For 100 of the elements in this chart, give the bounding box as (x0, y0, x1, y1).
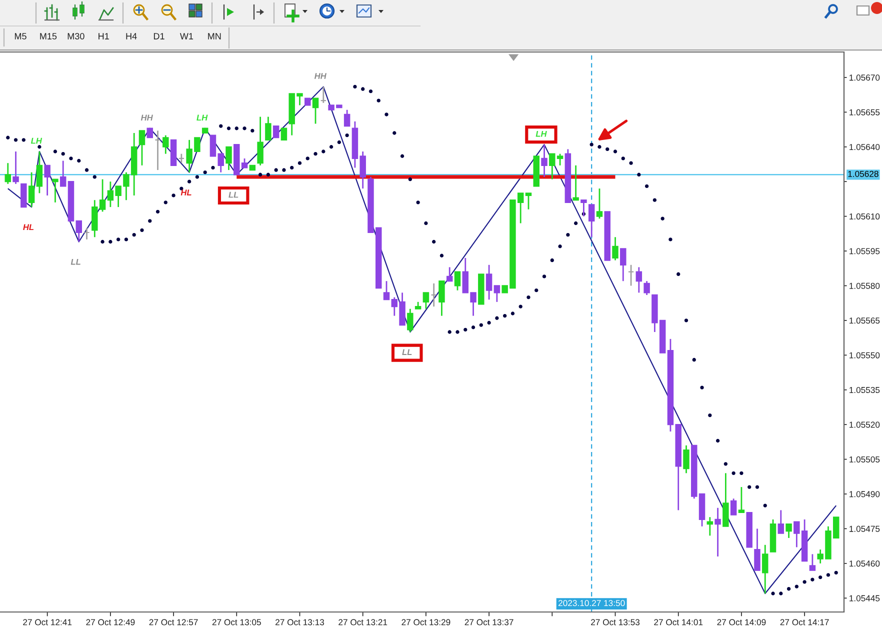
candlestick (620, 248, 626, 282)
y-tick-label: 1.05460 (850, 560, 880, 567)
x-tick-label: 27 Oct 13:29 (402, 619, 450, 626)
text: D1 (154, 33, 164, 40)
y-tick-label: 1.05490 (850, 491, 880, 498)
candlestick (407, 308, 414, 333)
candlestick (154, 130, 161, 171)
candlestick (762, 544, 768, 594)
candlestick (722, 472, 729, 528)
candlestick (20, 183, 27, 208)
candlestick (730, 498, 737, 516)
candlestick (714, 507, 721, 558)
ref-line-label: 1.05628 (848, 170, 878, 177)
ref-line-label: 2023.10.27 13:50 (558, 600, 625, 606)
y-tick-label: 1.05535 (850, 386, 880, 394)
candlestick (628, 264, 634, 286)
annotation: HL (180, 190, 192, 196)
x-tick-label: 27 Oct 14:17 (780, 619, 829, 626)
annotation: HL (23, 224, 34, 230)
x-tick-label: 27 Oct 12:49 (86, 619, 135, 626)
candlestick (28, 172, 35, 208)
candlestick (446, 266, 453, 282)
text: M5 (14, 33, 26, 40)
candlestick (809, 553, 816, 572)
y-tick-label: 1.05595 (850, 248, 880, 254)
candlestick (312, 98, 319, 124)
candlestick (494, 285, 500, 303)
y-tick-label: 1.05565 (850, 318, 880, 324)
y-tick-label: 1.05550 (850, 352, 880, 358)
y-tick-label: 1.05580 (850, 282, 880, 289)
candlestick (226, 146, 232, 171)
annotation: LL (70, 259, 80, 265)
candlestick (588, 204, 595, 238)
text: M15 (40, 33, 57, 40)
x-tick-label: 27 Oct 12:57 (149, 619, 198, 626)
candlestick (36, 150, 43, 194)
candlestick (706, 516, 714, 536)
candlestick (320, 86, 327, 104)
text: M30 (68, 33, 84, 40)
x-tick-label: 27 Oct 13:13 (276, 619, 324, 626)
annotation: HH (314, 73, 327, 79)
annotation: LL (402, 349, 412, 355)
text: MN (208, 33, 221, 40)
candlestick (280, 128, 288, 140)
text: H1 (98, 33, 109, 40)
candlestick (4, 162, 12, 185)
candlestick (636, 266, 642, 294)
candlestick (257, 116, 264, 166)
candlestick (44, 164, 50, 196)
candlestick (162, 134, 169, 155)
candlestick (12, 150, 19, 185)
candlestick (683, 444, 690, 474)
candlestick (52, 178, 58, 204)
text: H4 (126, 33, 137, 40)
x-tick-label: 27 Oct 13:53 (591, 619, 640, 626)
candlestick (525, 192, 532, 210)
y-tick-label: 1.05670 (850, 74, 880, 81)
candlestick (786, 523, 792, 539)
y-tick-label: 1.05505 (850, 456, 880, 462)
candlestick (572, 164, 579, 201)
candlestick (754, 528, 760, 572)
candlestick (265, 116, 272, 141)
candlestick (486, 264, 492, 300)
y-tick-label: 1.05655 (850, 109, 880, 116)
candlestick (541, 144, 548, 178)
annotation: LH (196, 114, 208, 121)
annotation: HH (140, 114, 153, 121)
y-tick-label: 1.05520 (850, 422, 880, 428)
candlestick (344, 109, 350, 127)
candlestick (383, 280, 390, 300)
y-tick-label: 1.05475 (850, 526, 880, 532)
x-tick-label: 27 Oct 14:09 (717, 619, 766, 626)
annotation: LH (30, 138, 42, 144)
candlestick (596, 188, 603, 220)
y-tick-label: 1.05445 (850, 595, 880, 602)
candlestick (60, 160, 66, 187)
candlestick (272, 125, 280, 138)
x-tick-label: 27 Oct 13:21 (338, 619, 388, 626)
candlestick (738, 486, 745, 514)
candlestick (422, 292, 430, 310)
candlestick (178, 153, 185, 164)
candlestick (612, 236, 618, 261)
candlestick (146, 128, 153, 138)
candlestick (430, 282, 437, 308)
candlestick (454, 271, 461, 292)
candlestick (644, 280, 650, 296)
annotation: LH (536, 130, 547, 137)
y-tick-label: 1.05640 (850, 144, 880, 150)
candlestick (438, 280, 445, 316)
x-tick-label: 27 Oct 13:37 (464, 619, 514, 626)
candlestick (138, 130, 146, 166)
x-tick-label: 27 Oct 12:41 (23, 619, 72, 626)
annotation: LL (228, 192, 238, 198)
x-tick-label: 27 Oct 14:01 (654, 619, 703, 626)
text: W1 (180, 33, 194, 40)
candlestick (84, 227, 90, 240)
x-tick-label: 27 Oct 13:05 (212, 619, 261, 626)
candlestick (778, 509, 784, 534)
y-tick-label: 1.05610 (850, 213, 880, 220)
candlestick (76, 220, 82, 242)
